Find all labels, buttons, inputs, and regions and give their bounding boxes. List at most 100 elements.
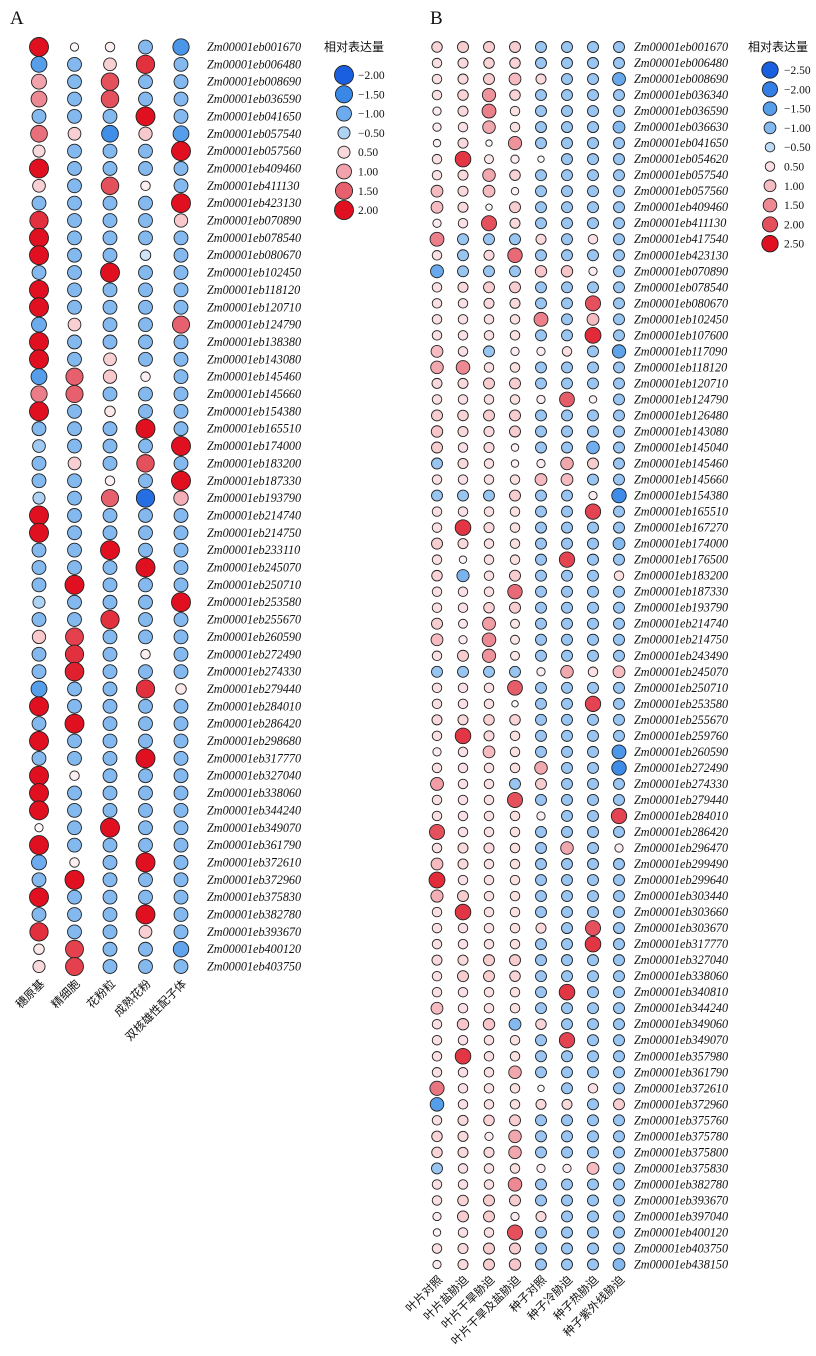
bubble [29, 37, 49, 57]
bubble [613, 1066, 625, 1079]
bubble [483, 1258, 495, 1271]
bubble [613, 41, 625, 53]
bubble [67, 560, 82, 575]
bubble [509, 922, 521, 934]
bubble [483, 394, 495, 405]
bubble [457, 665, 469, 678]
panel-a-legend: 相对表达量 −2.00 −1.50 −1.00 −0.50 0.50 1.00 1.50 2.… [324, 40, 385, 221]
legend-value: 1.00 [784, 181, 804, 193]
gene-label: Zm00001eb154380 [207, 404, 301, 418]
gene-label: Zm00001eb298680 [207, 734, 301, 748]
bubble [457, 233, 469, 246]
bubble [102, 872, 118, 888]
gene-label: Zm00001eb214750 [634, 633, 728, 647]
bubble [102, 247, 118, 263]
bubble [587, 1098, 599, 1111]
bubble [508, 72, 522, 86]
gene-label: Zm00001eb124790 [207, 318, 301, 332]
legend-value: 1.00 [358, 167, 378, 179]
gene-label: Zm00001eb183200 [634, 569, 728, 583]
bubble [510, 634, 520, 645]
bubble [454, 150, 472, 168]
bubble [67, 403, 82, 419]
bubble [102, 768, 118, 784]
bubble [483, 281, 495, 294]
bubble [138, 91, 153, 107]
bubble [613, 1130, 625, 1143]
bubble [457, 185, 469, 197]
bubble [535, 1242, 547, 1255]
legend-swatch [764, 161, 776, 172]
bubble [586, 440, 600, 455]
bubble [138, 925, 153, 939]
bubble [431, 250, 443, 261]
legend-value: 0.50 [784, 162, 804, 174]
bubble [587, 617, 599, 630]
bubble [588, 266, 598, 276]
bubble [172, 125, 190, 143]
legend-value: −2.00 [784, 84, 811, 96]
bubble [457, 265, 469, 278]
bubble [431, 794, 443, 806]
bubble [32, 595, 46, 609]
bubble [173, 889, 189, 905]
bubble [457, 1227, 469, 1238]
bubble [509, 538, 521, 549]
bubble [173, 403, 189, 419]
bubble [430, 360, 444, 375]
bubble [560, 473, 574, 486]
bubble [135, 748, 156, 769]
bubble [431, 537, 443, 550]
bubble [587, 777, 599, 790]
bubble [138, 698, 153, 714]
bubble [561, 537, 573, 550]
bubble [613, 137, 625, 150]
bubble [100, 817, 120, 838]
gene-label: Zm00001eb375830 [634, 1161, 728, 1175]
bubble [31, 542, 47, 558]
gene-label: Zm00001eb174000 [207, 439, 301, 453]
bubble [509, 409, 521, 422]
bubble [535, 57, 547, 69]
bubble [509, 281, 521, 294]
bubble [431, 810, 443, 822]
bubble [559, 391, 575, 408]
bubble [509, 217, 521, 229]
bubble [587, 281, 599, 294]
gene-label: Zm00001eb375760 [634, 1113, 728, 1127]
gene-label: Zm00001eb299490 [634, 857, 728, 871]
gene-label: Zm00001eb214750 [207, 526, 301, 540]
bubble [535, 874, 547, 886]
bubble [613, 553, 625, 566]
bubble [431, 41, 443, 53]
bubble [67, 213, 82, 228]
gene-label: Zm00001eb393670 [207, 925, 301, 939]
bubble [509, 57, 521, 69]
bubble [32, 491, 46, 505]
bubble [509, 762, 521, 774]
bubble [100, 72, 120, 91]
bubble [483, 794, 495, 806]
bubble [454, 903, 472, 921]
legend-swatch [334, 85, 354, 104]
gene-label: Zm00001eb245070 [207, 561, 301, 575]
bubble [431, 282, 443, 293]
bubble [535, 505, 547, 518]
bubble [457, 954, 469, 966]
bubble [535, 1178, 547, 1191]
panel-b-bubbles [428, 41, 628, 1271]
bubble [587, 1178, 599, 1191]
bubble [67, 108, 82, 124]
bubble [613, 233, 625, 246]
bubble [457, 986, 469, 998]
gene-label: Zm00001eb361790 [634, 1065, 728, 1079]
bubble [613, 617, 625, 630]
bubble [613, 570, 625, 581]
bubble [587, 954, 599, 967]
bubble [510, 186, 520, 196]
bubble [613, 1162, 625, 1175]
bubble [613, 858, 625, 870]
gene-label: Zm00001eb303670 [634, 921, 728, 935]
bubble [613, 441, 625, 454]
bubble [561, 185, 573, 198]
